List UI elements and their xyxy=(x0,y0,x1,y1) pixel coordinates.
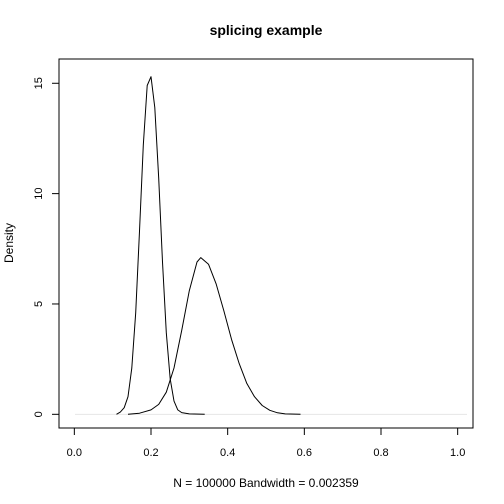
y-tick-label: 5 xyxy=(33,301,45,307)
x-axis-label: N = 100000 Bandwidth = 0.002359 xyxy=(173,476,359,490)
y-axis-label: Density xyxy=(2,223,16,263)
series-layer xyxy=(75,76,467,415)
x-tick-label: 0.8 xyxy=(373,447,388,459)
plot-box xyxy=(58,58,474,429)
x-tick-label: 0.0 xyxy=(67,447,82,459)
chart-title: splicing example xyxy=(210,22,323,38)
y-tick-label: 15 xyxy=(33,77,45,89)
y-tick-label: 0 xyxy=(33,411,45,417)
x-tick-label: 0.4 xyxy=(220,447,235,459)
x-tick-label: 0.6 xyxy=(297,447,312,459)
density-curve-1 xyxy=(116,76,205,415)
y-axis: 0 5 10 15 xyxy=(33,77,60,417)
x-axis: 0.0 0.2 0.4 0.6 0.8 1.0 xyxy=(67,427,465,459)
density-curve-2 xyxy=(127,257,301,415)
x-tick-label: 1.0 xyxy=(450,447,465,459)
x-tick-label: 0.2 xyxy=(143,447,158,459)
y-tick-label: 10 xyxy=(33,187,45,199)
